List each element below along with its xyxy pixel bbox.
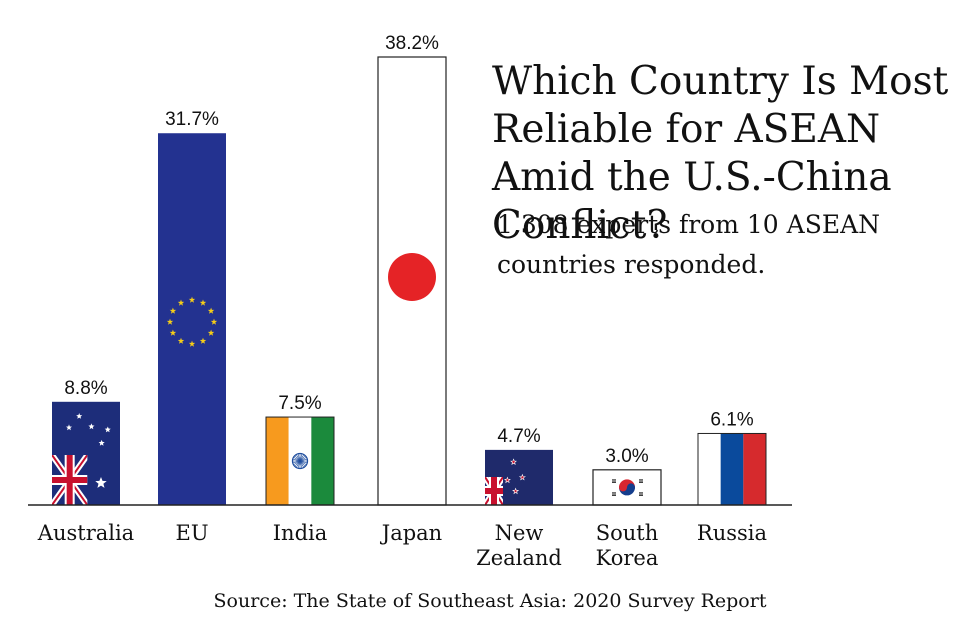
value-label-new-zealand: 4.7% xyxy=(497,426,540,447)
category-label-japan: Japan xyxy=(380,521,442,545)
category-label-line: Japan xyxy=(380,521,442,545)
chart-subtitle: 1,308 experts from 10 ASEAN countries re… xyxy=(497,210,881,279)
bar-australia xyxy=(52,401,120,505)
category-label-line: India xyxy=(273,521,328,545)
category-label-line: EU xyxy=(175,521,208,545)
value-label-south-korea: 3.0% xyxy=(605,446,648,467)
source-note: Source: The State of Southeast Asia: 202… xyxy=(213,590,767,612)
bar-south-korea xyxy=(592,469,662,506)
bar-new-zealand xyxy=(485,449,553,505)
category-label-russia: Russia xyxy=(697,521,767,545)
category-label-line: Australia xyxy=(37,521,134,545)
value-label-india: 7.5% xyxy=(278,393,321,414)
value-label-japan: 38.2% xyxy=(385,33,439,54)
category-label-line: South xyxy=(596,521,659,545)
category-label-india: India xyxy=(273,521,328,545)
bar-eu xyxy=(158,133,226,506)
category-label-new-zealand: New Zealand xyxy=(476,521,562,570)
bar-russia xyxy=(697,432,767,506)
value-label-eu: 31.7% xyxy=(165,109,219,130)
category-label-south-korea: South Korea xyxy=(596,521,659,570)
category-label-eu: EU xyxy=(175,521,208,545)
category-label-line: Korea xyxy=(596,546,659,570)
bar-india xyxy=(265,416,335,506)
value-label-australia: 8.8% xyxy=(64,378,107,399)
category-label-line: New xyxy=(495,521,544,545)
value-label-russia: 6.1% xyxy=(710,409,753,430)
category-label-line: Russia xyxy=(697,521,767,545)
bar-japan xyxy=(377,56,447,506)
category-label-australia: Australia xyxy=(37,521,134,545)
chart-title: Which Country Is Most Reliable for ASEAN… xyxy=(492,59,949,248)
category-label-line: Zealand xyxy=(476,546,562,570)
